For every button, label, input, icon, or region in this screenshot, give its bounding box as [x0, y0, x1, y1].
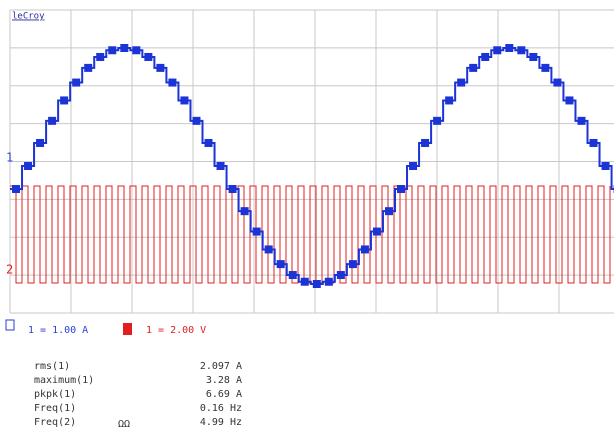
measurement-label: Freq(2): [34, 417, 76, 428]
scope-screen: leCroy 1 2 1 = 1.00 A 1 = 2.00 V rms(1) 2…: [0, 0, 614, 437]
brand: leCroy: [12, 12, 45, 22]
measurement-label: Freq(1): [34, 403, 76, 414]
measurement-value: 4.99 Hz: [200, 417, 242, 428]
measurement-label: pkpk(1): [34, 389, 76, 400]
measurement-value: 2.097 A: [200, 361, 242, 372]
scale-text: 1 = 1.00 A: [28, 325, 88, 336]
measurement-label: rms(1): [34, 361, 70, 372]
warning: ΩΩ: [118, 419, 130, 430]
channel-2-trace: [10, 186, 610, 283]
channel-box: [123, 323, 132, 335]
measurement-value: 0.16 Hz: [200, 403, 242, 414]
scale-text: 1 = 2.00 V: [146, 325, 206, 336]
page: leCroy 1 2 1 = 1.00 A 1 = 2.00 V rms(1) 2…: [0, 0, 614, 437]
channel-marker: 2: [6, 263, 13, 277]
measurement-label: maximum(1): [34, 375, 94, 386]
measurement-value: 6.69 A: [206, 389, 242, 400]
measurement-value: 3.28 A: [206, 375, 242, 386]
channel-marker: 1: [6, 151, 13, 165]
